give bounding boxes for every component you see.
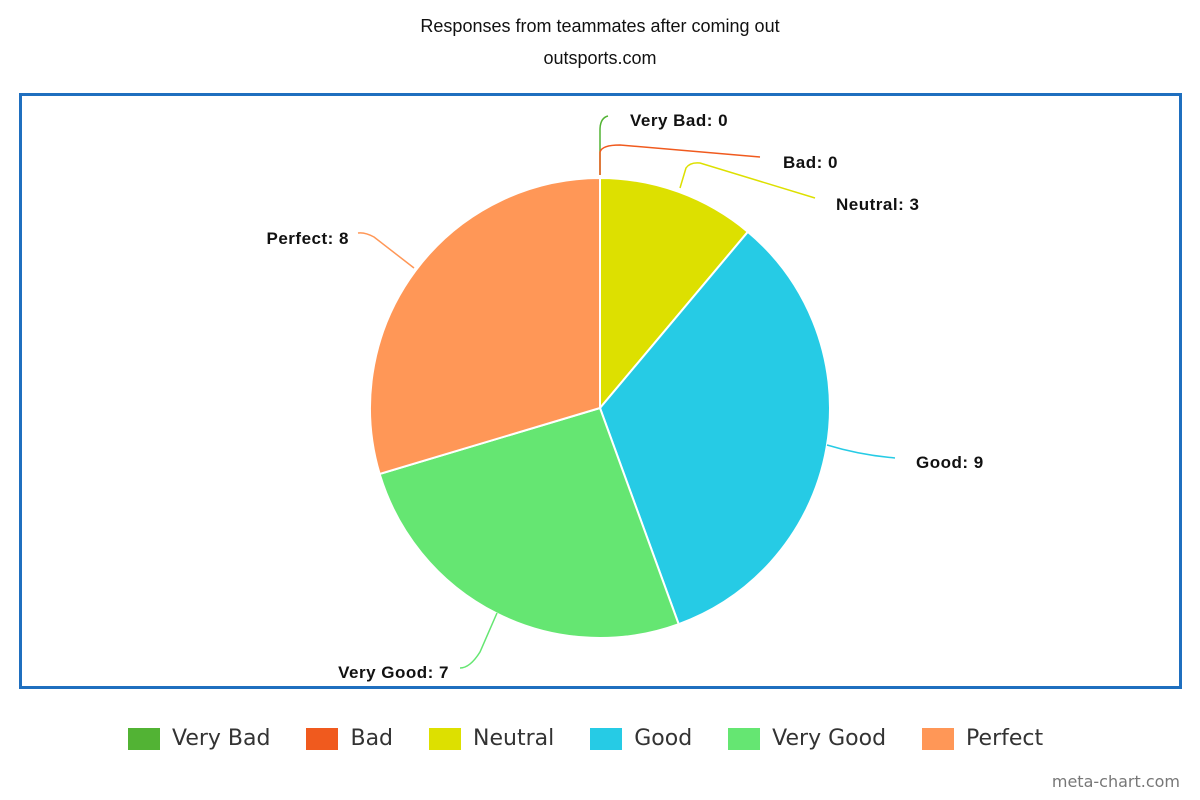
- legend-label: Perfect: [966, 726, 1044, 751]
- legend-item-bad[interactable]: Bad: [306, 726, 393, 751]
- legend-label: Very Bad: [172, 726, 271, 751]
- legend-item-very-good[interactable]: Very Good: [728, 726, 886, 751]
- legend-label: Neutral: [473, 726, 555, 751]
- data-label-bad: Bad: 0: [783, 153, 838, 172]
- legend-item-neutral[interactable]: Neutral: [429, 726, 554, 751]
- leader-line-very-bad: [599, 115, 609, 175]
- legend-swatch: [128, 727, 160, 750]
- pie-slice-neutral[interactable]: [599, 176, 750, 411]
- data-label-very-bad: Very Bad: 0: [630, 111, 728, 130]
- leader-line-bad: [599, 144, 761, 175]
- leader-line-good: [826, 444, 896, 459]
- legend-label: Good: [634, 726, 693, 751]
- legend-swatch: [429, 727, 462, 750]
- leader-line-perfect: [357, 232, 415, 269]
- legend-item-very-bad[interactable]: Very Bad: [128, 726, 270, 751]
- legend-label: Bad: [350, 726, 394, 751]
- legend-label: Very Good: [772, 726, 887, 751]
- legend-item-perfect[interactable]: Perfect: [922, 726, 1043, 751]
- credit-link[interactable]: meta-chart.com: [1051, 772, 1180, 791]
- chart-subtitle: outsports.com: [543, 48, 657, 68]
- data-label-perfect: Perfect: 8: [267, 229, 349, 248]
- chart-frame: [19, 93, 1182, 689]
- legend-item-good[interactable]: Good: [590, 726, 692, 751]
- legend-swatch: [728, 727, 761, 750]
- leader-line-neutral: [679, 162, 816, 199]
- legend-swatch: [306, 727, 339, 750]
- data-label-very-good: Very Good: 7: [338, 663, 449, 682]
- legend-swatch: [922, 727, 955, 750]
- chart-title: Responses from teammates after coming ou…: [420, 16, 780, 36]
- pie-slice-good[interactable]: [598, 230, 831, 626]
- leader-line-very-good: [459, 612, 498, 669]
- pie-slice-perfect[interactable]: [369, 176, 601, 476]
- data-label-neutral: Neutral: 3: [836, 195, 919, 214]
- legend-swatch: [590, 727, 623, 750]
- data-label-good: Good: 9: [916, 453, 984, 472]
- legend: Very Bad Bad Neutral Good Very Good Perfect: [128, 726, 1079, 751]
